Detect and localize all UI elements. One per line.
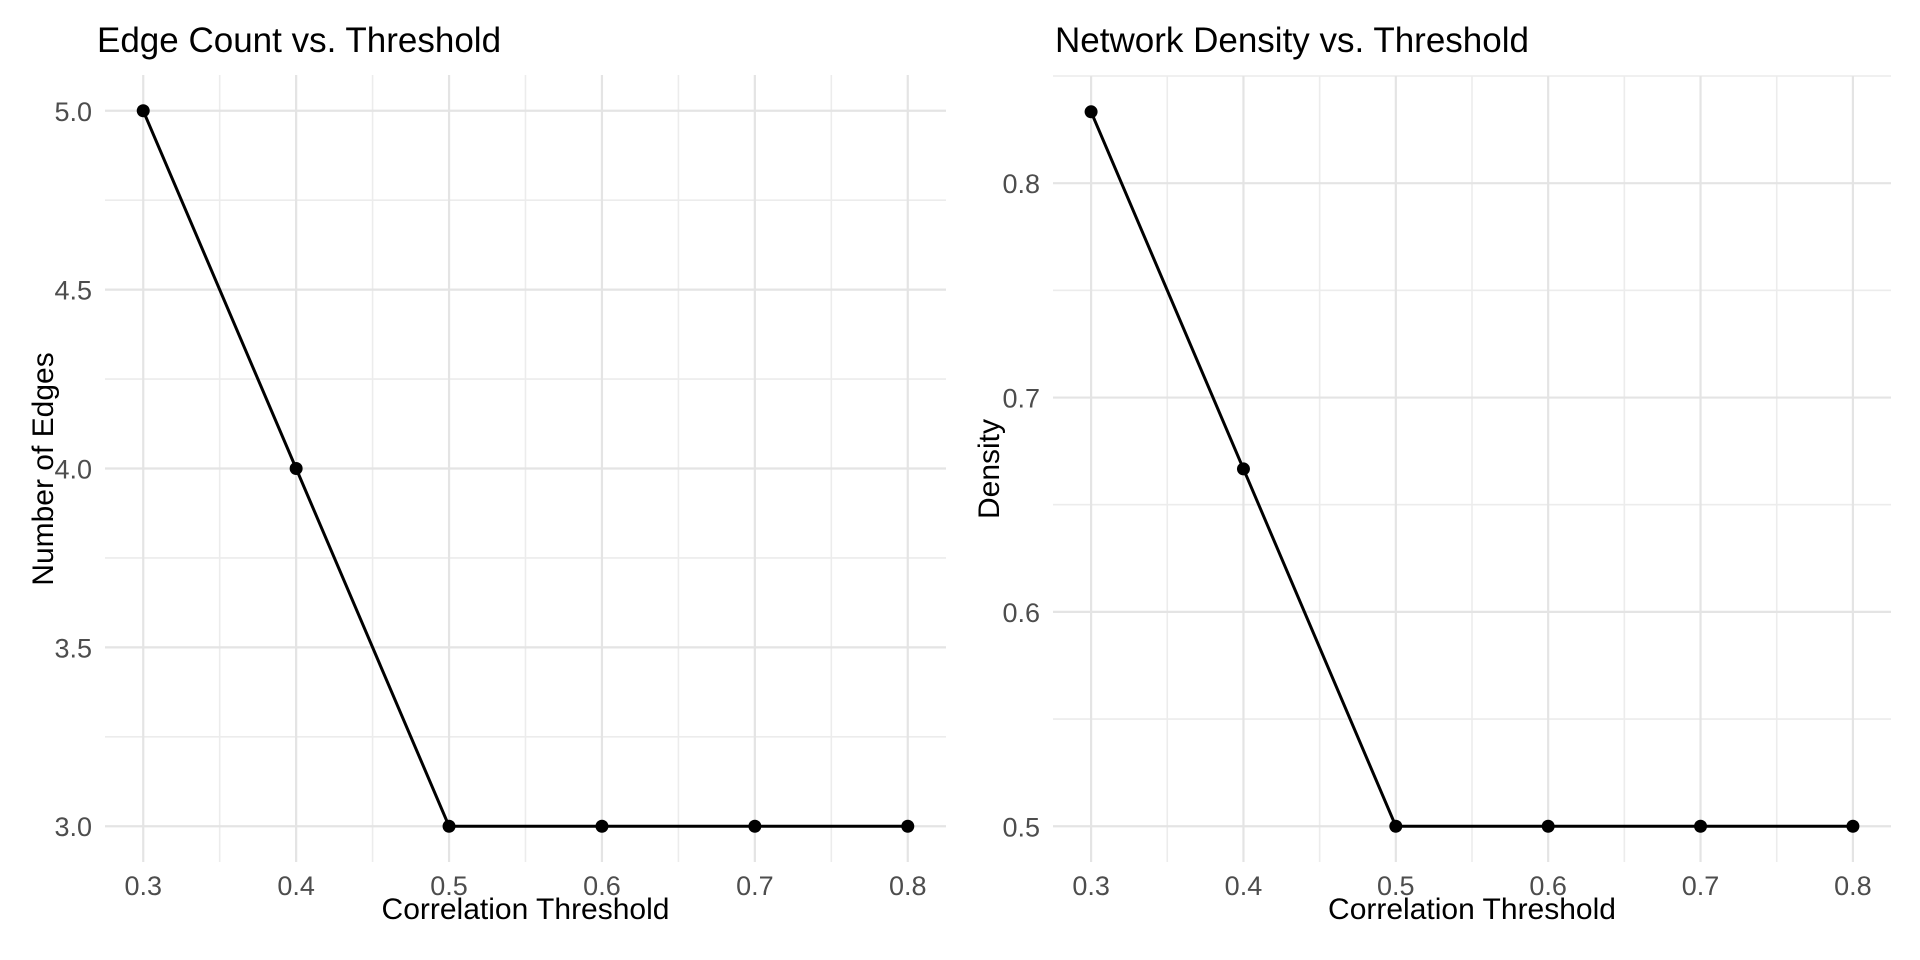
x-tick-label: 0.6 bbox=[583, 871, 621, 901]
network-density-chart: Network Density vs. Threshold Density 0.… bbox=[960, 0, 1920, 960]
x-tick-label: 0.4 bbox=[1225, 871, 1263, 901]
data-point bbox=[1236, 462, 1250, 476]
x-tick-label: 0.3 bbox=[1072, 871, 1110, 901]
y-tick-label: 5.0 bbox=[54, 97, 92, 127]
data-point bbox=[901, 819, 915, 833]
edge-count-chart: Edge Count vs. Threshold Number of Edges… bbox=[27, 21, 946, 926]
chart-panel: 3.0 3.5 4.0 4.5 5.0 0.3 0.4 0.5 0.6 0.7 0.8 bbox=[54, 75, 946, 901]
y-tick-label: 4.0 bbox=[54, 455, 92, 485]
x-tick-label: 0.6 bbox=[1529, 871, 1567, 901]
data-point bbox=[1084, 105, 1098, 119]
data-point bbox=[1846, 819, 1860, 833]
x-tick-label: 0.4 bbox=[277, 871, 315, 901]
data-point bbox=[1389, 819, 1403, 833]
x-tick-label: 0.7 bbox=[736, 871, 774, 901]
x-tick-label: 0.5 bbox=[1377, 871, 1415, 901]
data-point bbox=[748, 819, 762, 833]
y-tick-label: 3.5 bbox=[54, 633, 92, 663]
y-tick-label: 0.7 bbox=[1002, 384, 1040, 414]
data-line bbox=[1089, 111, 1853, 828]
data-point bbox=[1694, 819, 1708, 833]
y-tick-label: 4.5 bbox=[54, 276, 92, 306]
y-tick-label: 0.5 bbox=[1002, 812, 1040, 842]
x-tick-label: 0.8 bbox=[889, 871, 927, 901]
data-point bbox=[595, 819, 609, 833]
x-tick-label: 0.5 bbox=[430, 871, 468, 901]
x-tick-label: 0.3 bbox=[124, 871, 162, 901]
y-tick-label: 0.6 bbox=[1002, 598, 1040, 628]
data-point bbox=[289, 462, 303, 475]
chart-panel: 0.5 0.6 0.7 0.8 0.3 0.4 0.5 0.6 0.7 0.8 bbox=[1002, 75, 1891, 901]
x-axis-title: Correlation Threshold bbox=[381, 893, 670, 926]
x-axis-title: Correlation Threshold bbox=[1328, 893, 1616, 926]
data-point bbox=[1541, 819, 1555, 833]
y-tick-label: 0.8 bbox=[1002, 169, 1040, 199]
data-line bbox=[141, 110, 908, 828]
chart-title: Network Density vs. Threshold bbox=[1055, 21, 1529, 60]
data-point bbox=[136, 104, 150, 118]
chart-title: Edge Count vs. Threshold bbox=[97, 21, 502, 60]
x-tick-label: 0.8 bbox=[1834, 871, 1872, 901]
y-tick-label: 3.0 bbox=[54, 812, 92, 842]
x-tick-label: 0.7 bbox=[1682, 871, 1720, 901]
data-point bbox=[442, 819, 456, 833]
